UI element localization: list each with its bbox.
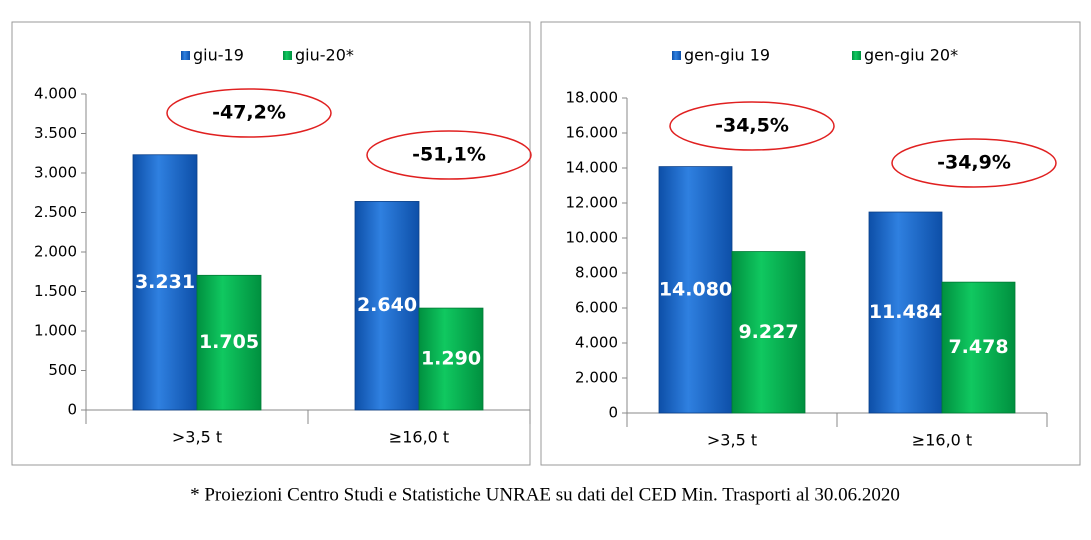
y-tick-label: 2.000: [34, 243, 77, 261]
value-label: 11.484: [869, 301, 942, 323]
legend-swatch: [852, 51, 861, 60]
value-label: 2.640: [357, 294, 417, 316]
y-tick-label: 6.000: [575, 299, 618, 317]
x-tick-label: ≥16,0 t: [912, 431, 972, 450]
legend-label: giu-19: [193, 46, 244, 65]
y-tick-label: 10.000: [566, 229, 619, 247]
y-tick-label: 1.500: [34, 282, 77, 300]
bar: [196, 274, 262, 411]
y-tick-label: 2.000: [575, 369, 618, 387]
value-label: 14.080: [659, 278, 732, 300]
value-label: 9.227: [738, 321, 798, 343]
x-tick-label: >3,5 t: [707, 431, 757, 450]
bar: [941, 281, 1016, 414]
legend-label: giu-20*: [295, 46, 354, 65]
value-label: 7.478: [948, 336, 1008, 358]
annotation-ellipse: [366, 130, 532, 180]
value-label: 1.290: [421, 348, 481, 370]
annotation-ellipse: [166, 88, 332, 138]
legend-label: gen-giu 20*: [864, 46, 958, 65]
annotation-ellipse: [669, 101, 835, 151]
y-tick-label: 16.000: [566, 124, 619, 142]
y-tick-label: 2.500: [34, 203, 77, 221]
x-tick-label: >3,5 t: [172, 428, 222, 447]
value-label: 1.705: [199, 331, 259, 353]
annotation-ellipse: [891, 138, 1057, 188]
annotation: -51,1%: [412, 144, 486, 166]
y-tick-label: 1.000: [34, 322, 77, 340]
bar: [132, 154, 198, 411]
x-tick-label: ≥16,0 t: [389, 428, 449, 447]
legend-swatch: [672, 51, 681, 60]
y-tick-label: 8.000: [575, 264, 618, 282]
bar: [868, 211, 943, 414]
y-tick-label: 4.000: [575, 334, 618, 352]
y-tick-label: 18.000: [566, 89, 619, 107]
y-tick-label: 4.000: [34, 85, 77, 103]
y-tick-label: 500: [48, 361, 77, 379]
y-tick-label: 0: [608, 404, 618, 422]
legend-swatch: [283, 51, 292, 60]
value-label: 3.231: [135, 271, 195, 293]
y-tick-label: 3.500: [34, 124, 77, 142]
legend-label: gen-giu 19: [684, 46, 770, 65]
bar: [418, 307, 484, 411]
annotation: -34,9%: [937, 152, 1011, 174]
bar: [731, 251, 806, 414]
y-tick-label: 14.000: [566, 159, 619, 177]
bar: [354, 201, 420, 411]
y-tick-label: 0: [67, 401, 77, 419]
annotation: -47,2%: [212, 102, 286, 124]
y-tick-label: 3.000: [34, 164, 77, 182]
annotation: -34,5%: [715, 115, 789, 137]
y-tick-label: 12.000: [566, 194, 619, 212]
bar: [658, 166, 733, 414]
legend-swatch: [181, 51, 190, 60]
footnote: * Proiezioni Centro Studi e Statistiche …: [190, 484, 900, 505]
